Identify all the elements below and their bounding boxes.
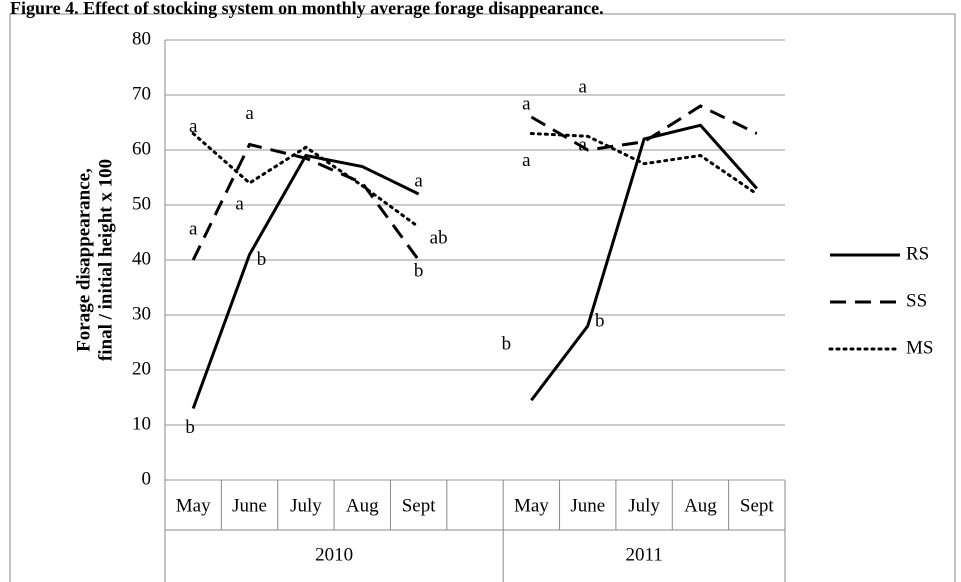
significance-letter: b: [414, 260, 424, 281]
x-tick-label: June: [570, 495, 605, 516]
series-line: [191, 132, 759, 229]
x-tick-label: Aug: [346, 495, 379, 516]
significance-letter: a: [245, 103, 254, 124]
series-line: [191, 104, 758, 261]
significance-letter: b: [502, 334, 512, 355]
y-tick-label: 80: [132, 28, 151, 49]
x-tick-label: Sept: [402, 495, 437, 516]
x-tick-label: June: [232, 495, 267, 516]
x-tick-label: July: [628, 495, 660, 516]
significance-letter: a: [522, 150, 531, 171]
x-tick-label: May: [514, 495, 549, 516]
significance-letter: b: [185, 417, 195, 438]
significance-letter: ab: [430, 227, 448, 248]
group-label: 2011: [625, 544, 662, 565]
y-tick-label: 0: [142, 468, 152, 489]
legend-label: SS: [906, 290, 927, 311]
group-label: 2010: [315, 544, 353, 565]
significance-letter: a: [522, 93, 531, 114]
significance-letter: a: [235, 193, 244, 214]
significance-letter: a: [189, 218, 198, 239]
y-axis-title: Forage disappearance, final / initial he…: [73, 159, 116, 361]
series-line: [191, 123, 758, 410]
y-tick-label: 50: [132, 193, 151, 214]
y-tick-label: 30: [132, 303, 151, 324]
chart-title: Figure 4. Effect of stocking system on m…: [10, 0, 604, 18]
significance-letter: a: [189, 116, 198, 137]
x-tick-label: May: [176, 495, 211, 516]
significance-letter: a: [414, 170, 423, 191]
y-axis-title-line: final / initial height x 100: [95, 159, 116, 361]
y-tick-label: 20: [132, 358, 151, 379]
y-tick-label: 60: [132, 138, 151, 159]
x-tick-label: July: [290, 495, 322, 516]
chart-frame: [9, 13, 956, 582]
significance-letter: a: [579, 76, 588, 97]
significance-letter: a: [579, 135, 588, 156]
y-axis-title-line: Forage disappearance,: [73, 168, 94, 352]
x-tick-label: Sept: [740, 495, 775, 516]
significance-letter: b: [595, 310, 605, 331]
y-tick-label: 40: [132, 248, 151, 269]
x-tick-label: Aug: [684, 495, 717, 516]
significance-letter: b: [257, 249, 267, 270]
y-tick-label: 70: [132, 83, 151, 104]
y-tick-label: 10: [132, 413, 151, 434]
legend-label: RS: [906, 243, 929, 264]
legend-label: MS: [906, 337, 933, 358]
